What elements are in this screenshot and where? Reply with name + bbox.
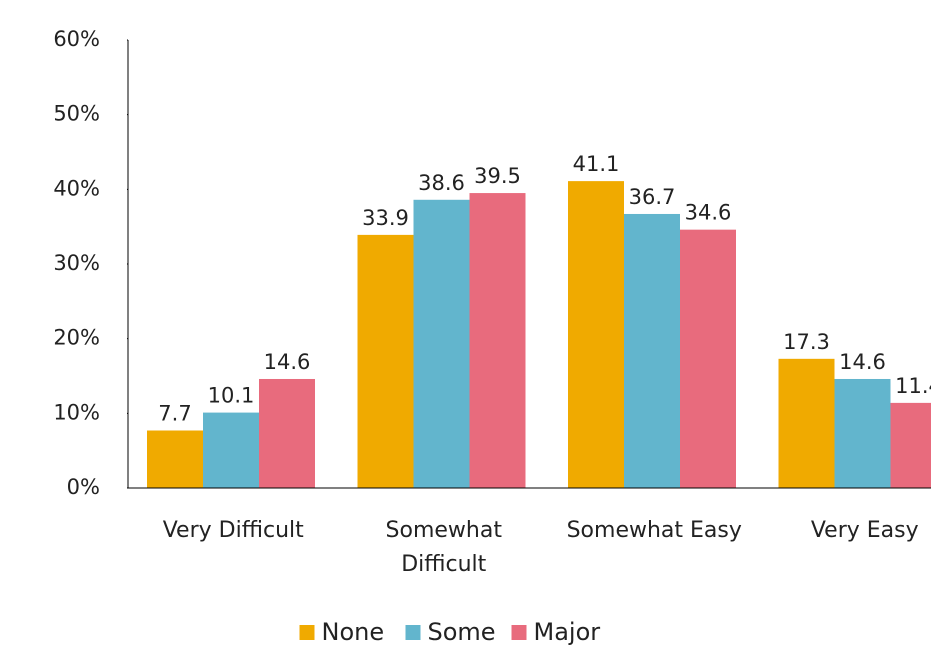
bar — [259, 378, 315, 488]
data-label: 41.1 — [573, 152, 620, 176]
data-label: 33.9 — [362, 206, 409, 230]
data-label: 10.1 — [208, 384, 255, 408]
data-label: 34.6 — [685, 201, 732, 225]
y-tick-label: 0% — [67, 475, 100, 499]
bar — [568, 181, 624, 488]
bar — [469, 193, 526, 489]
legend-swatch — [299, 625, 315, 640]
legend-label: Major — [534, 618, 601, 646]
data-label: 17.3 — [783, 330, 830, 354]
y-tick-label: 20% — [53, 326, 100, 350]
bar — [147, 430, 203, 488]
data-label: 14.6 — [264, 350, 311, 374]
bar — [834, 378, 891, 488]
bar — [413, 199, 470, 488]
legend-swatch — [405, 625, 421, 640]
x-tick-label: Somewhat Difficult — [385, 518, 502, 577]
bar — [778, 358, 835, 488]
y-tick-label: 60% — [53, 27, 100, 51]
bar — [624, 213, 680, 488]
bar — [890, 402, 931, 488]
bar — [203, 412, 259, 488]
data-label: 36.7 — [629, 185, 676, 209]
x-tick-label: Somewhat Easy — [566, 518, 742, 543]
data-label: 7.7 — [158, 402, 191, 426]
x-tick-label: Very Easy — [810, 518, 919, 543]
y-tick-label: 10% — [53, 400, 100, 424]
y-tick-label: 30% — [53, 251, 100, 275]
bar — [357, 234, 414, 488]
y-tick-label: 50% — [53, 102, 100, 126]
legend-label: None — [322, 618, 385, 646]
x-tick-label: Very Difficult — [162, 518, 304, 543]
data-label: 39.5 — [474, 164, 521, 188]
legend-swatch — [511, 625, 527, 640]
data-label: 11.4 — [895, 374, 931, 398]
legend-label: Some — [428, 618, 496, 646]
y-tick-label: 40% — [53, 176, 100, 200]
data-label: 38.6 — [418, 171, 465, 195]
bar — [680, 229, 736, 489]
data-label: 14.6 — [839, 350, 886, 374]
